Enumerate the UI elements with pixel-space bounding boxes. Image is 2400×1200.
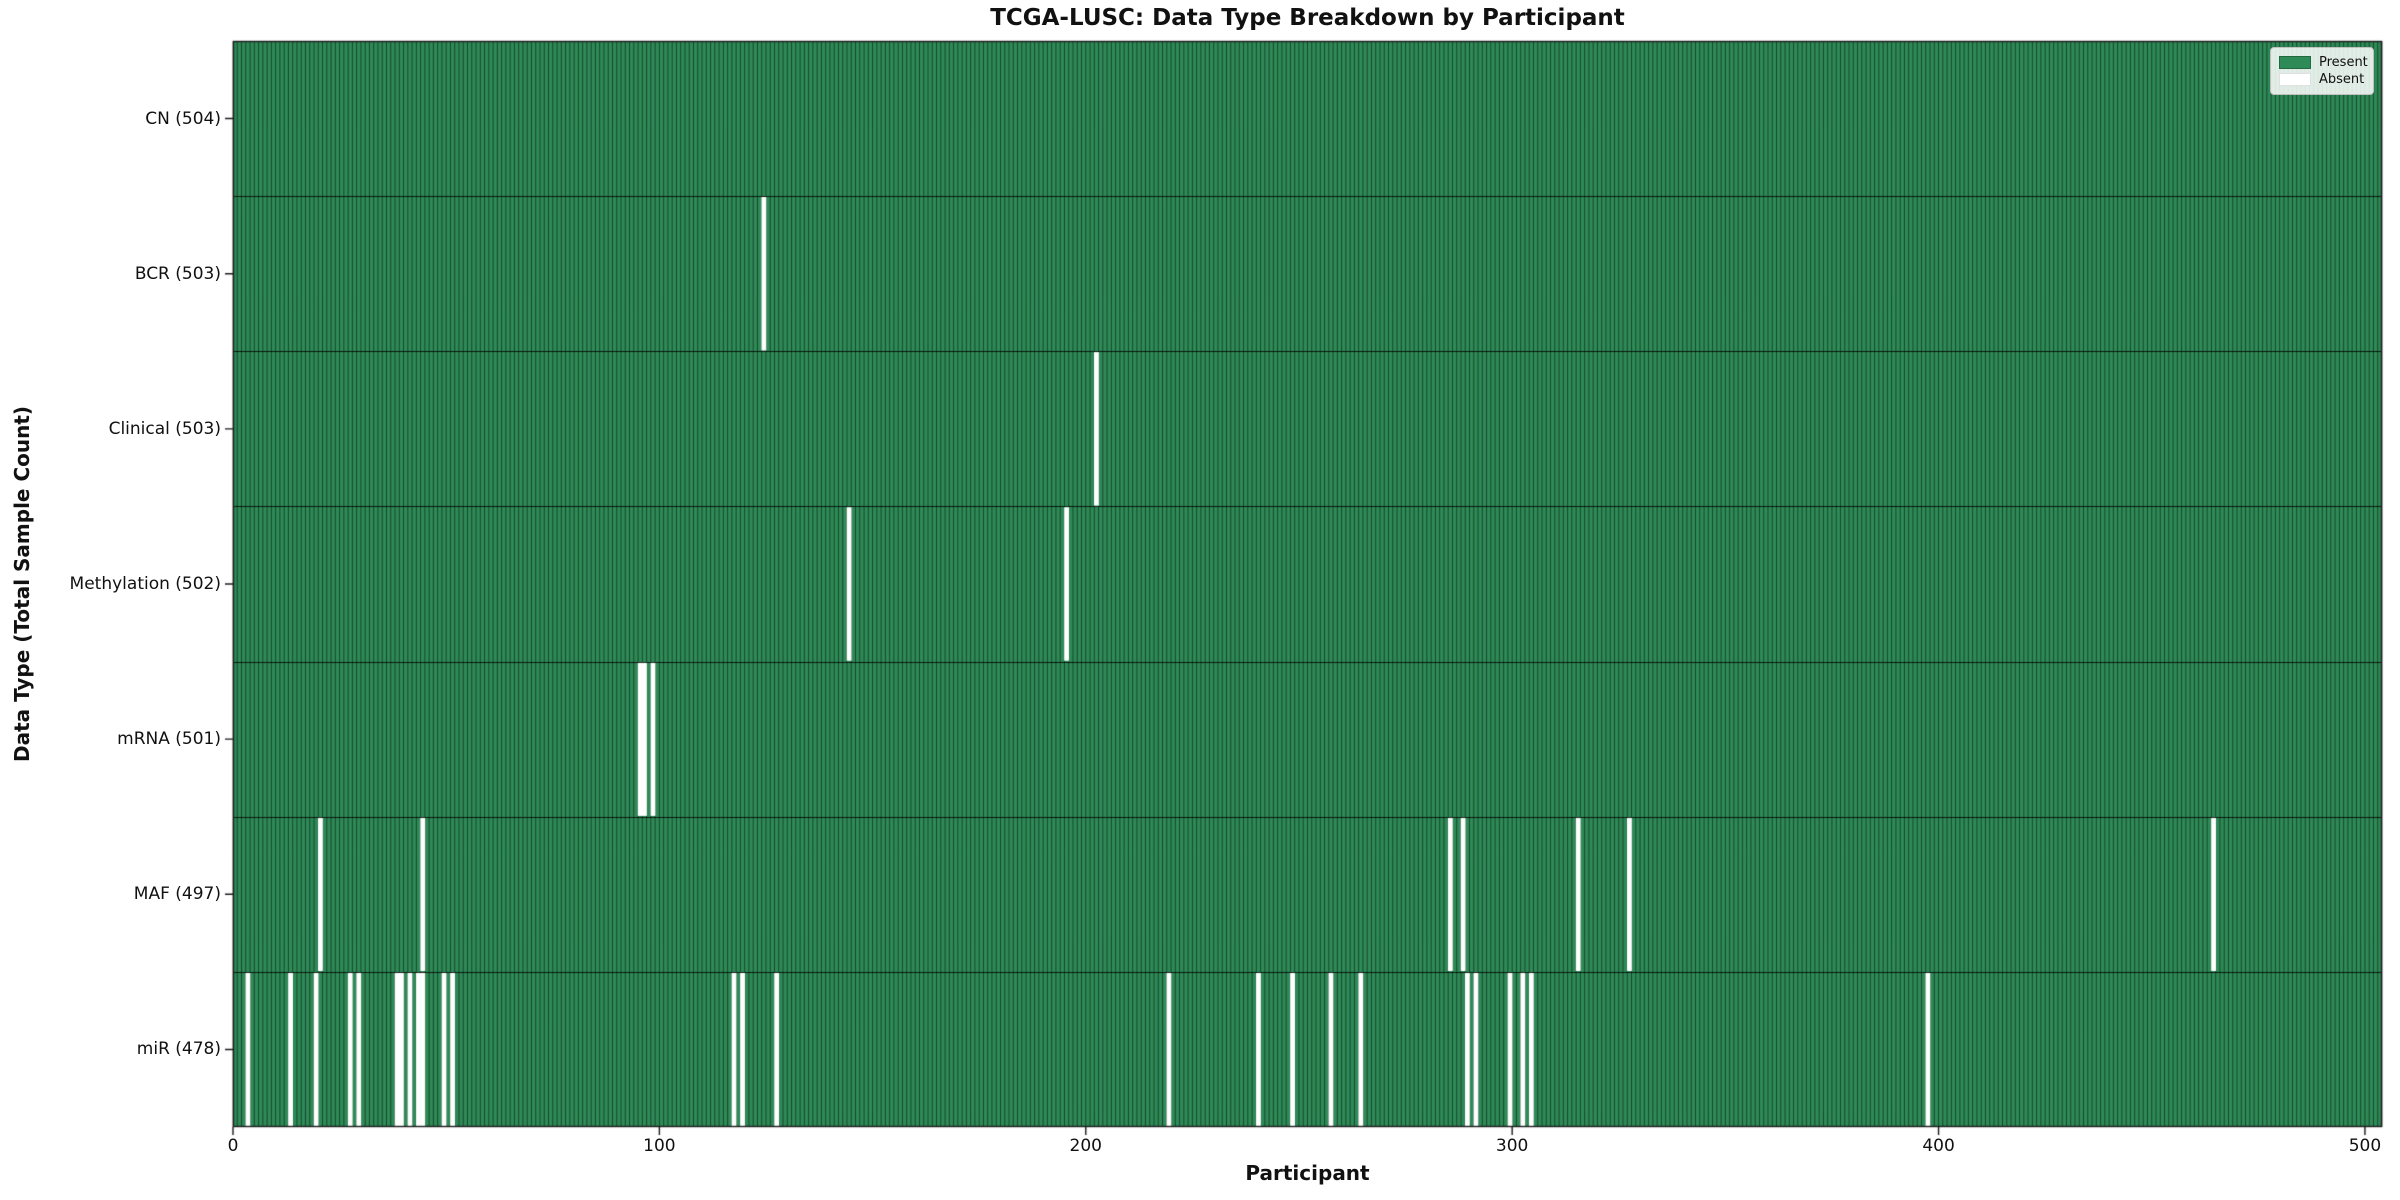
legend-absent-label: Absent — [2319, 72, 2365, 87]
y-tick-label-methylation: Methylation (502) — [69, 574, 221, 594]
y-tick-label-mir: miR (478) — [136, 1039, 221, 1060]
legend-entry-present: Present — [2279, 54, 2368, 71]
y-tick-label-mrna: mRNA (501) — [117, 729, 221, 750]
x-tick-label-100: 100 — [643, 1136, 676, 1156]
x-tick-label-300: 300 — [1495, 1136, 1529, 1156]
x-tick-label-200: 200 — [1069, 1136, 1102, 1156]
x-tick-label-0: 0 — [227, 1136, 239, 1156]
chart-title: TCGA-LUSC: Data Type Breakdown by Partic… — [990, 5, 1625, 31]
y-tick-label-maf: MAF (497) — [133, 884, 221, 905]
x-tick-label-400: 400 — [1922, 1136, 1955, 1156]
y-tick-label-cn: CN (504) — [145, 108, 221, 129]
legend-entry-absent: Absent — [2279, 71, 2365, 88]
legend: Present Absent — [2270, 47, 2374, 95]
legend-present-label: Present — [2319, 55, 2368, 70]
x-tick-label-500: 500 — [2348, 1136, 2382, 1156]
y-tick-label-bcr: BCR (503) — [134, 263, 221, 284]
legend-present-swatch-icon — [2279, 56, 2311, 69]
x-axis-label: Participant — [1245, 1161, 1370, 1185]
legend-absent-swatch-icon — [2279, 73, 2311, 86]
y-tick-label-clinical: Clinical (503) — [108, 418, 221, 439]
